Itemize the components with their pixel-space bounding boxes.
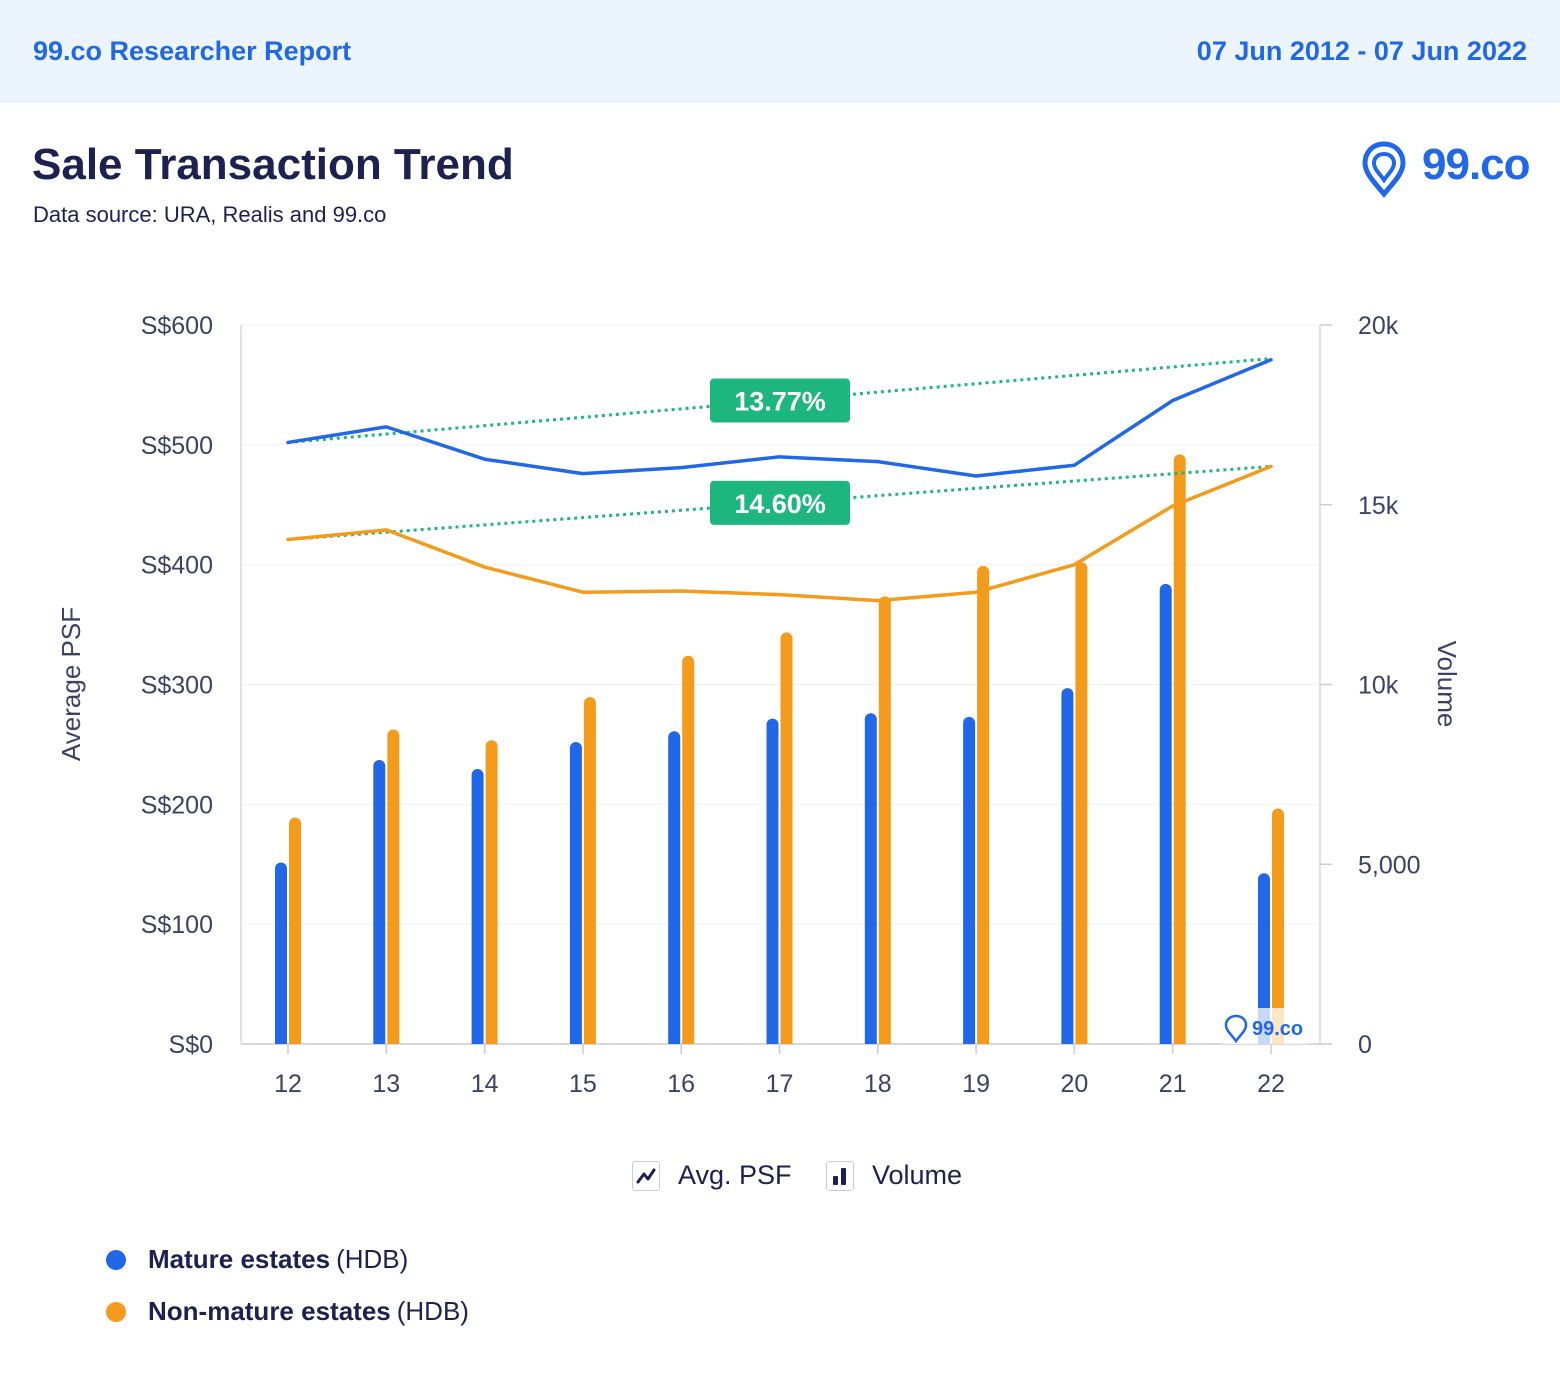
bar-non-mature <box>485 740 498 1044</box>
legend-volume[interactable]: Volume <box>826 1160 962 1191</box>
x-tick-label: 15 <box>569 1070 597 1098</box>
bar-non-mature <box>1272 808 1284 1044</box>
y2-tick-label: 20k <box>1358 312 1399 340</box>
x-tick-label: 17 <box>766 1070 794 1098</box>
logo-text: 99.co <box>1422 140 1531 189</box>
brand-logo: 99.co <box>1362 138 1532 200</box>
trend-badge <box>710 480 850 525</box>
x-tick-label: 12 <box>274 1070 302 1098</box>
data-source: Data source: URA, Realis and 99.co <box>33 202 387 227</box>
legend-volume-label: Volume <box>872 1160 963 1190</box>
bar-chart-icon <box>826 1160 854 1191</box>
watermark-bg <box>1222 1008 1308 1044</box>
bar-non-mature <box>878 596 891 1044</box>
y2-tick-label: 15k <box>1358 492 1399 520</box>
y-tick-label: S$0 <box>169 1031 213 1059</box>
x-tick-label: 14 <box>471 1070 499 1098</box>
x-tick-label: 22 <box>1257 1070 1285 1098</box>
watermark-pin-icon <box>1224 1014 1248 1044</box>
date-range: 07 Jun 2012 - 07 Jun 2022 <box>1196 36 1527 66</box>
y-tick-label: S$200 <box>141 791 213 819</box>
bar-non-mature <box>780 632 793 1044</box>
report-header-bar: 99.co Researcher Report 07 Jun 2012 - 07… <box>0 0 1560 103</box>
mature-suffix: (HDB) <box>336 1244 409 1274</box>
line-non-mature-psf <box>286 464 1273 603</box>
legend-avg-psf-label: Avg. PSF <box>678 1160 792 1190</box>
watermark-text: 99.co <box>1252 1018 1303 1040</box>
bar-mature <box>668 731 681 1044</box>
bar-mature <box>373 759 386 1044</box>
y-tick-label: S$400 <box>141 552 213 580</box>
y-tick-label: S$500 <box>141 432 213 460</box>
sale-transaction-chart: S$0 S$100 S$200 S$300 S$400 S$500 S$600 0 5,000 1… <box>56 312 1462 1098</box>
bar-mature <box>1061 688 1074 1044</box>
mature-label: Mature estates <box>148 1244 331 1274</box>
bar-non-mature <box>1075 562 1088 1044</box>
y2-tick-label: 0 <box>1358 1031 1372 1059</box>
bar-non-mature <box>1173 454 1186 1044</box>
y-tick-label: S$100 <box>141 911 213 939</box>
x-tick-label: 18 <box>864 1070 892 1098</box>
x-tick-label: 16 <box>667 1070 695 1098</box>
line-chart-icon <box>632 1160 660 1191</box>
bar-mature <box>569 742 582 1044</box>
x-tick-label: 13 <box>372 1070 400 1098</box>
bar-mature <box>766 718 779 1044</box>
y2-tick-label: 5,000 <box>1358 851 1421 879</box>
y2-axis-title: Volume <box>1432 641 1462 728</box>
bar-non-mature <box>977 565 990 1044</box>
bar-mature <box>963 716 976 1044</box>
bar-mature <box>1258 873 1270 1044</box>
bar-non-mature <box>289 817 301 1044</box>
bar-mature <box>1159 583 1172 1044</box>
legend-avg-psf[interactable]: Avg. PSF <box>632 1160 792 1191</box>
legend-non-mature-estates: Non-mature estates (HDB) <box>106 1296 469 1327</box>
x-tick-label: 21 <box>1159 1070 1187 1098</box>
mature-dot <box>106 1249 126 1270</box>
non-mature-dot <box>106 1301 126 1322</box>
non-mature-suffix: (HDB) <box>396 1296 469 1326</box>
bar-mature <box>864 713 877 1044</box>
y-axis-title: Average PSF <box>56 607 86 761</box>
y-tick-label: S$600 <box>141 312 213 340</box>
bar-non-mature <box>583 697 596 1044</box>
y-tick-label: S$300 <box>141 672 213 700</box>
bar-non-mature <box>682 655 695 1044</box>
bar-non-mature <box>387 729 400 1044</box>
non-mature-label: Non-mature estates <box>148 1296 391 1326</box>
y2-tick-label: 10k <box>1358 672 1399 700</box>
location-pin-icon <box>1362 141 1406 199</box>
bar-mature <box>275 862 287 1044</box>
report-title: 99.co Researcher Report <box>33 36 352 66</box>
x-tick-label: 19 <box>962 1070 990 1098</box>
trend-badge-label: 13.77% <box>734 386 826 416</box>
chart-title: Sale Transaction Trend <box>32 140 514 189</box>
bar-mature <box>471 768 484 1044</box>
legend-mature-estates: Mature estates (HDB) <box>106 1244 408 1275</box>
line-mature-psf <box>286 358 1273 478</box>
x-tick-label: 20 <box>1060 1070 1088 1098</box>
trend-badge-label: 14.60% <box>734 489 826 519</box>
trend-badge <box>710 378 850 423</box>
